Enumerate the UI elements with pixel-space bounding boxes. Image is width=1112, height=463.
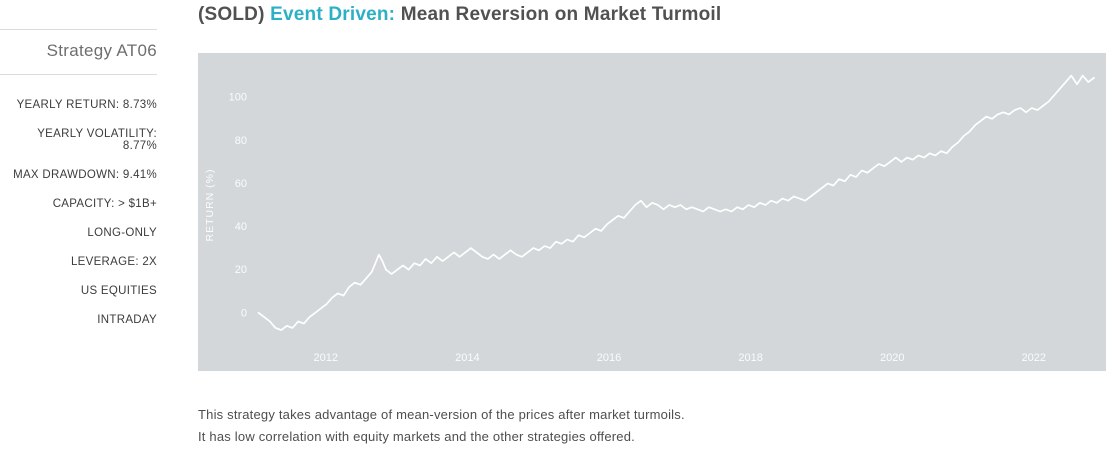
returns-chart: 0 20 40 60 80 100 2012 2014 2016 2018 2020 2022 RETU… (198, 53, 1106, 371)
strategy-sidebar: Strategy AT06 YEARLY RETURN: 8.73% YEARLY… (0, 0, 178, 463)
x-tick-label: 2018 (738, 352, 762, 364)
y-tick-label: 20 (235, 264, 247, 276)
stat-item: CAPACITY: > $1B+ (52, 198, 157, 210)
return-series-line (257, 74, 1095, 331)
strategy-description: This strategy takes advantage of mean-ve… (198, 407, 1106, 444)
x-tick-label: 2020 (880, 352, 904, 364)
title-strategy-name: Mean Reversion on Market Turmoil (400, 4, 722, 25)
stat-item: YEARLY VOLATILITY: 8.77% (37, 128, 157, 152)
stat-item: LONG-ONLY (87, 227, 157, 239)
description-line-2: It has low correlation with equity marke… (198, 429, 635, 444)
stat-item: LEVERAGE: 2X (70, 256, 157, 268)
page-title: (SOLD) Event Driven: Mean Reversion on M… (198, 4, 1106, 26)
y-tick-label: 60 (235, 178, 247, 190)
sidebar-divider-bottom (0, 74, 157, 75)
strategy-stats-list: YEARLY RETURN: 8.73% YEARLY VOLATILITY: 8… (0, 99, 157, 326)
strategy-title: Strategy AT06 (46, 41, 157, 60)
stat-item: MAX DRAWDOWN: 9.41% (13, 169, 157, 181)
description-line-1: This strategy takes advantage of mean-ve… (198, 407, 685, 422)
stat-item: US EQUITIES (80, 285, 157, 297)
title-category-label: Event Driven: (270, 4, 396, 25)
y-tick-label: 80 (235, 135, 247, 147)
x-tick-label: 2022 (1022, 352, 1046, 364)
returns-chart-svg: 0 20 40 60 80 100 2012 2014 2016 2018 2020 2022 RETU… (204, 74, 1095, 364)
main-content: (SOLD) Event Driven: Mean Reversion on M… (178, 0, 1112, 463)
title-sold-label: (SOLD) (198, 4, 265, 25)
y-tick-label: 40 (235, 221, 247, 233)
y-tick-label: 0 (241, 307, 247, 319)
stat-item: INTRADAY (97, 314, 157, 326)
x-tick-label: 2016 (597, 352, 621, 364)
x-tick-label: 2012 (314, 352, 338, 364)
y-axis-label: RETURN (%) (204, 169, 216, 242)
stat-item: YEARLY RETURN: 8.73% (16, 99, 157, 111)
x-tick-label: 2014 (455, 352, 479, 364)
y-tick-label: 100 (229, 92, 247, 104)
sidebar-divider-top (0, 29, 157, 30)
